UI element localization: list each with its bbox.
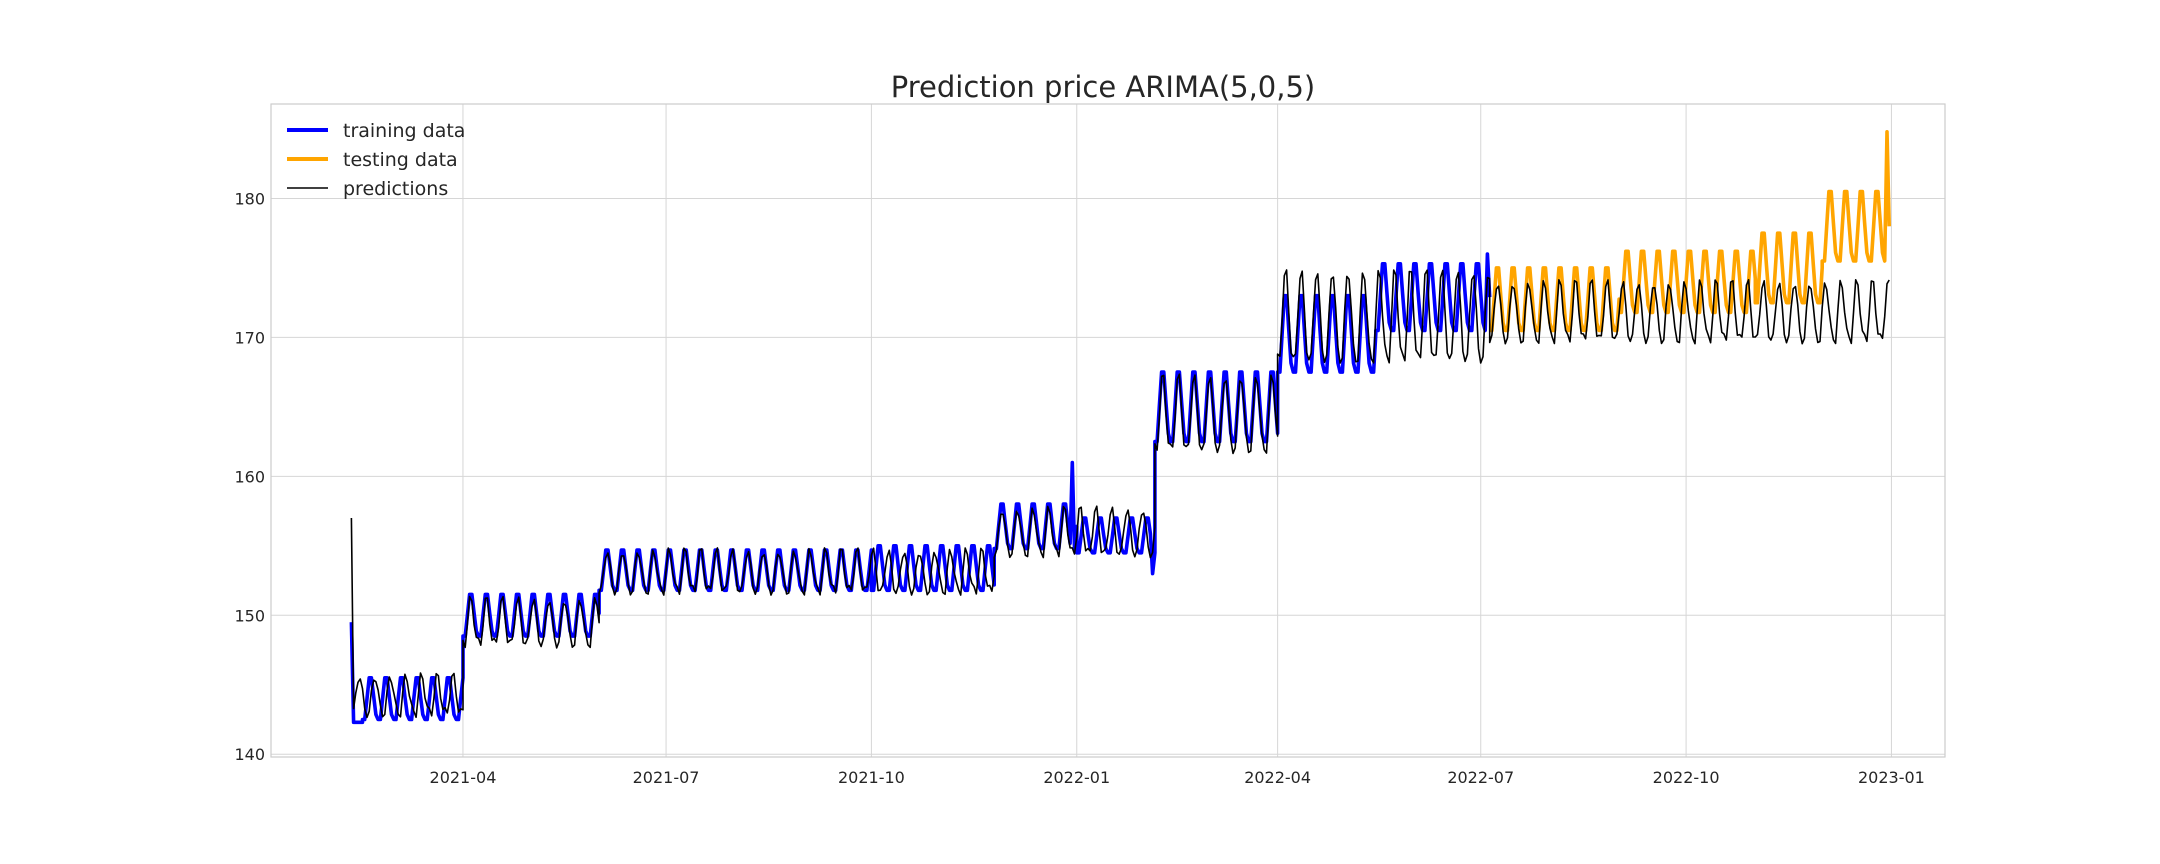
x-tick-label: 2022-01 xyxy=(1043,768,1110,787)
x-tick-label: 2022-10 xyxy=(1653,768,1720,787)
x-tick-label: 2021-10 xyxy=(838,768,905,787)
x-tick-label: 2022-04 xyxy=(1244,768,1311,787)
x-tick-label: 2022-07 xyxy=(1447,768,1514,787)
legend-label-predictions: predictions xyxy=(343,178,448,200)
legend: training data testing data predictions xyxy=(287,120,465,200)
y-tick-label: 150 xyxy=(234,606,265,625)
y-axis: 140 150 160 170 180 xyxy=(234,189,265,764)
series-line-testing-data xyxy=(1489,130,1891,333)
x-tick-label: 2021-04 xyxy=(430,768,497,787)
y-tick-label: 180 xyxy=(234,189,265,208)
x-tick-label: 2021-07 xyxy=(633,768,700,787)
series-line-training-data xyxy=(349,252,1492,725)
series-line-predictions xyxy=(350,269,1890,719)
grid xyxy=(271,104,1945,757)
x-axis: 2021-04 2021-07 2021-10 2022-01 2022-04 2022-… xyxy=(430,768,1925,787)
legend-label-training: training data xyxy=(343,120,465,142)
legend-label-testing: testing data xyxy=(343,149,458,171)
plot-frame xyxy=(270,103,1946,758)
y-tick-label: 160 xyxy=(234,467,265,486)
y-tick-label: 140 xyxy=(234,745,265,764)
chart-title: Prediction price ARIMA(5,0,5) xyxy=(891,70,1316,104)
series-layer xyxy=(349,130,1891,725)
x-tick-label: 2023-01 xyxy=(1858,768,1925,787)
y-tick-label: 170 xyxy=(234,328,265,347)
